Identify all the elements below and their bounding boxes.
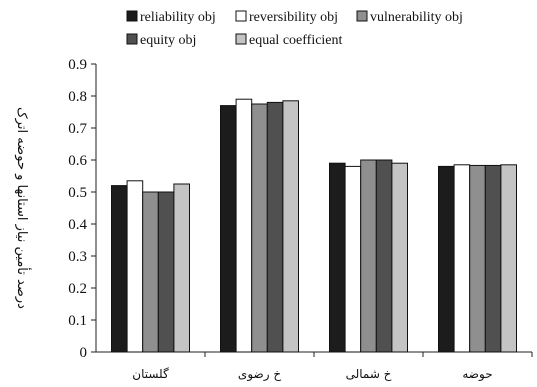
legend-label: equal coefficient	[249, 33, 343, 48]
legend-swatch	[356, 10, 368, 22]
bar	[391, 162, 408, 353]
y-tick-label: 0	[80, 345, 88, 361]
bars	[111, 98, 517, 353]
bar	[500, 164, 517, 353]
legend-item: equal coefficient	[235, 33, 343, 48]
legend-swatch	[235, 10, 247, 22]
legend-swatch	[235, 33, 247, 45]
legend-swatch	[126, 33, 138, 45]
bar	[157, 191, 175, 353]
bar	[438, 165, 455, 353]
y-tick-label: 0.4	[68, 217, 87, 233]
y-tick-label: 0.5	[68, 185, 87, 201]
legend-label: reliability obj	[140, 10, 216, 25]
x-categories: گلستان خ رضوی خ شمالی حوضه	[132, 352, 533, 382]
bar	[282, 100, 299, 353]
bar	[251, 103, 268, 353]
bar	[220, 105, 237, 353]
y-ticks: 0 0.1 0.2 0.3 0.4 0.5 0.6 0.7 0.8 0.9	[68, 57, 96, 361]
legend-swatch	[126, 10, 138, 22]
x-category-label: خ شمالی	[346, 367, 392, 381]
y-axis-label-group: درصد تأمین نیاز استانها و حوضه اترک	[14, 107, 32, 309]
bar	[173, 183, 190, 353]
legend-label: vulnerability obj	[370, 10, 463, 25]
bar	[111, 185, 128, 353]
legend-label: reversibility obj	[249, 10, 338, 25]
bar	[329, 162, 346, 353]
bar	[126, 180, 144, 353]
x-category-label: خ رضوی	[238, 367, 281, 382]
x-category-label: حوضه	[462, 367, 492, 382]
bar	[453, 164, 471, 353]
y-tick-label: 0.2	[68, 281, 87, 297]
bar	[469, 164, 486, 353]
y-axis-label: درصد تأمین نیاز استانها و حوضه اترک	[14, 107, 32, 309]
y-tick-label: 0.7	[68, 121, 87, 137]
bar	[235, 98, 253, 353]
bar	[360, 159, 377, 353]
legend: reliability obj reversibility obj vulnerab…	[126, 10, 463, 48]
bar	[484, 164, 502, 353]
legend-item: reversibility obj	[235, 10, 338, 25]
y-tick-label: 0.6	[68, 153, 87, 169]
x-category-label: گلستان	[132, 367, 169, 381]
y-tick-label: 0.9	[68, 57, 87, 73]
legend-item: equity obj	[126, 33, 196, 48]
y-tick-label: 0.3	[68, 249, 87, 265]
legend-item: reliability obj	[126, 10, 216, 25]
bar	[142, 191, 159, 353]
bar	[266, 101, 284, 353]
legend-item: vulnerability obj	[356, 10, 463, 25]
bar	[375, 159, 393, 353]
y-tick-label: 0.8	[68, 89, 87, 105]
y-tick-label: 0.1	[68, 313, 87, 329]
legend-label: equity obj	[140, 33, 196, 48]
bar	[344, 165, 362, 353]
